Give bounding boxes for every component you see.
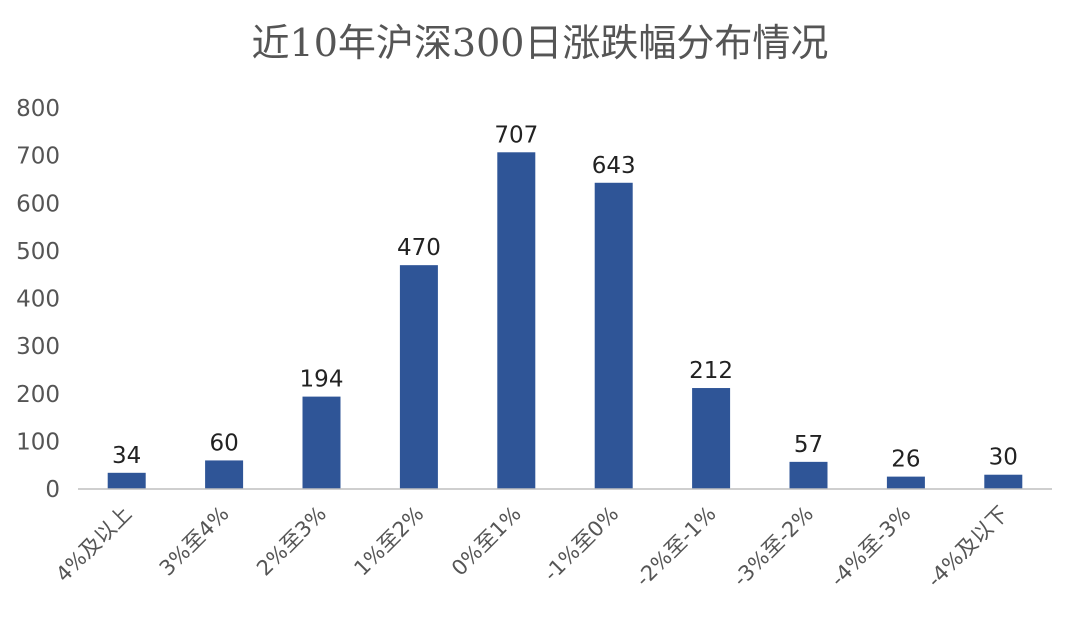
y-tick-label: 800 [16,96,60,122]
bar [886,476,925,489]
y-axis: 0 100 200 300 400 500 600 700 800 [16,96,60,503]
y-tick-label: 400 [16,287,60,313]
data-label: 57 [794,432,823,458]
x-tick-label: 0%至1% [447,502,526,581]
x-tick-label: -3%至-2% [728,502,818,592]
x-tick-label: -2%至-1% [631,502,721,592]
x-tick-label: 4%及以上 [51,502,136,587]
bar [594,182,633,490]
x-tick-label: -1%至0% [539,502,623,586]
bar [789,461,828,489]
x-axis: 4%及以上 3%至4% 2%至3% 1%至2% 0%至1% -1%至0% -2%至-1% -3… [51,502,1013,592]
bar [302,396,341,489]
bar [497,152,536,489]
x-tick-label: 2%至3% [252,502,331,581]
bars [107,152,1023,490]
y-tick-label: 200 [16,382,60,408]
x-tick-label: 3%至4% [155,502,234,581]
data-label: 34 [112,443,141,469]
y-tick-label: 300 [16,334,60,360]
y-tick-label: 100 [16,429,60,455]
chart-title: 近10年沪深300日涨跌幅分布情况 [252,21,829,65]
data-labels: 34 60 194 470 707 643 212 57 26 30 [112,122,1018,472]
y-tick-label: 600 [16,191,60,217]
x-tick-label: -4%至-3% [826,502,916,592]
data-label: 26 [891,447,920,473]
data-label: 194 [300,367,344,393]
data-label: 30 [989,445,1018,471]
bar [692,388,731,489]
data-label: 60 [209,430,238,456]
data-label: 212 [689,358,733,384]
y-tick-label: 500 [16,239,60,265]
x-tick-label: -4%及以下 [922,502,1012,592]
bar [984,474,1023,489]
y-tick-label: 0 [45,477,60,503]
data-label: 643 [592,153,636,179]
x-tick-label: 1%至2% [349,502,428,581]
y-tick-label: 700 [16,144,60,170]
bar [107,472,146,489]
data-label: 707 [494,122,538,148]
bar [205,460,244,489]
bar [399,265,438,489]
data-label: 470 [397,235,441,261]
